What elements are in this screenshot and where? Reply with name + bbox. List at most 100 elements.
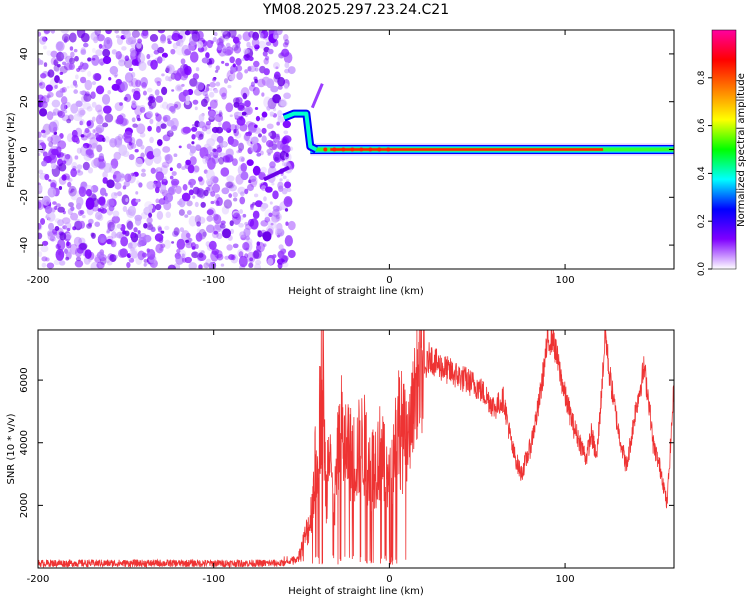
noise-blob: [268, 132, 272, 137]
noise-blob: [164, 225, 170, 231]
noise-blob: [248, 179, 252, 184]
noise-blob: [127, 242, 133, 249]
noise-blob: [170, 178, 180, 186]
spectrogram-xtick-label: 100: [556, 275, 575, 286]
spectrogram-xtick-label: -100: [202, 275, 225, 286]
noise-blob: [249, 178, 258, 188]
noise-blob: [213, 31, 218, 37]
noise-blob: [156, 210, 164, 220]
noise-blob: [96, 34, 105, 42]
noise-blob: [87, 57, 92, 62]
noise-blob: [229, 56, 235, 64]
noise-blob: [157, 225, 162, 231]
noise-blob: [64, 154, 71, 160]
noise-blob: [179, 227, 185, 233]
noise-blob: [160, 123, 167, 129]
noise-blob: [263, 243, 267, 247]
carrier-peak: [377, 147, 382, 152]
noise-blob: [279, 178, 283, 182]
noise-blob: [214, 113, 224, 123]
noise-blob: [263, 96, 272, 108]
noise-blob: [81, 135, 88, 141]
noise-blob: [252, 210, 260, 219]
colorbar-tick-label: 0.4: [697, 166, 707, 181]
noise-blob: [48, 179, 52, 182]
noise-blob: [191, 133, 196, 140]
noise-blob: [283, 130, 289, 135]
noise-blob: [95, 85, 105, 95]
noise-blob: [153, 181, 157, 185]
noise-blob: [125, 198, 129, 202]
noise-blob: [60, 30, 70, 34]
noise-blob: [150, 261, 155, 267]
noise-blob: [277, 116, 285, 123]
noise-blob: [274, 157, 279, 161]
noise-blob: [203, 189, 209, 197]
noise-blob: [51, 99, 61, 108]
noise-blob: [76, 196, 84, 207]
noise-blob: [43, 45, 47, 50]
carrier-peak: [323, 147, 328, 152]
noise-blob: [236, 71, 243, 81]
noise-blob: [80, 49, 87, 56]
noise-blob: [256, 241, 261, 247]
noise-blob: [272, 254, 277, 259]
noise-blob: [242, 242, 250, 251]
noise-blob: [238, 105, 244, 110]
noise-blob: [196, 228, 201, 233]
noise-blob: [138, 61, 147, 72]
noise-blob: [285, 197, 293, 204]
carrier-peak: [386, 147, 391, 152]
noise-blob: [188, 178, 196, 186]
noise-blob: [205, 127, 212, 135]
noise-blob: [233, 197, 238, 202]
noise-blob: [188, 215, 197, 227]
noise-blob: [259, 182, 263, 188]
noise-blob: [206, 215, 213, 222]
noise-blob: [95, 114, 104, 125]
figure-title: YM08.2025.297.23.24.C21: [262, 2, 449, 18]
noise-blob: [167, 40, 172, 45]
noise-blob: [206, 39, 214, 49]
noise-blob: [284, 161, 291, 168]
noise-blob: [112, 210, 120, 217]
noise-blob: [187, 44, 196, 52]
noise-blob: [162, 146, 171, 153]
noise-blob: [102, 122, 109, 128]
colorbar-label: Normalized spectral amplitude: [736, 73, 747, 227]
noise-blob: [195, 81, 205, 91]
noise-blob: [178, 145, 182, 149]
noise-blob: [98, 196, 106, 206]
noise-blob: [162, 134, 171, 142]
noise-blob: [268, 212, 273, 217]
noise-blob: [181, 253, 185, 258]
noise-blob: [258, 40, 267, 49]
noise-blob: [175, 185, 182, 195]
noise-blob: [213, 89, 219, 94]
noise-blob: [38, 251, 43, 258]
noise-blob: [128, 67, 133, 72]
noise-blob: [53, 259, 61, 266]
noise-blob: [283, 83, 289, 90]
noise-blob: [160, 243, 166, 249]
noise-blob: [184, 256, 192, 264]
noise-blob: [282, 42, 289, 48]
noise-blob: [70, 84, 75, 89]
noise-blob: [105, 256, 111, 264]
noise-blob: [161, 86, 168, 96]
noise-blob: [46, 201, 50, 206]
noise-blob: [110, 192, 118, 199]
noise-blob: [245, 140, 249, 144]
noise-blob: [269, 161, 276, 169]
noise-blob: [175, 84, 183, 92]
noise-blob: [171, 241, 175, 244]
noise-blob: [239, 196, 246, 205]
noise-blob: [206, 138, 216, 147]
noise-blob: [269, 111, 275, 116]
noise-blob: [263, 68, 270, 76]
noise-blob: [45, 205, 53, 214]
noise-blob: [243, 133, 252, 142]
noise-blob: [150, 59, 158, 70]
noise-blob: [137, 230, 141, 234]
